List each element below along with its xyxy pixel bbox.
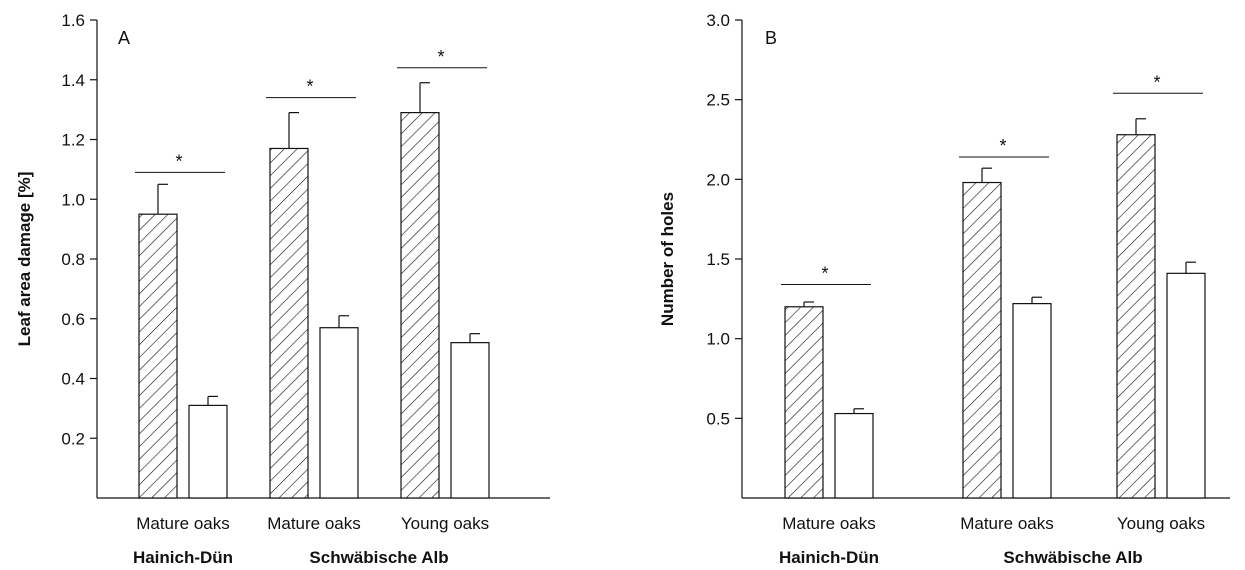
y-tick-label: 1.4	[61, 71, 85, 90]
y-tick-label: 1.0	[706, 330, 730, 349]
significance-star: *	[821, 263, 828, 283]
y-tick-label: 0.6	[61, 310, 85, 329]
bar-white	[188, 404, 228, 499]
group-label: Schwäbische Alb	[309, 548, 448, 567]
bar-hatched	[1116, 134, 1156, 499]
bar-hatched	[784, 306, 824, 499]
panel-label: A	[118, 28, 130, 48]
y-tick-label: 1.6	[61, 11, 85, 30]
x-category-label: Mature oaks	[782, 514, 876, 533]
y-tick-label: 0.2	[61, 429, 85, 448]
y-tick-label: 3.0	[706, 11, 730, 30]
y-tick-label: 0.4	[61, 370, 85, 389]
bar-white	[450, 342, 490, 499]
y-tick-label: 1.0	[61, 190, 85, 209]
y-tick-label: 0.8	[61, 250, 85, 269]
bar-hatched	[269, 147, 309, 499]
significance-star: *	[175, 151, 182, 171]
bar-hatched	[962, 181, 1002, 499]
group-label: Hainich-Dün	[779, 548, 879, 567]
x-category-label: Mature oaks	[136, 514, 230, 533]
panel-a: A Leaf area damage [%] Mature oaks Matur…	[15, 11, 550, 567]
x-category-label: Young oaks	[1117, 514, 1205, 533]
y-tick-label: 1.2	[61, 131, 85, 150]
y-tick-label: 2.5	[706, 91, 730, 110]
x-category-label: Young oaks	[401, 514, 489, 533]
y-tick-label: 0.5	[706, 409, 730, 428]
significance-star: *	[999, 136, 1006, 156]
x-category-label: Mature oaks	[960, 514, 1054, 533]
panel-b: B Number of holes Mature oaks Mature oak…	[658, 11, 1230, 567]
bar-white	[834, 412, 874, 499]
group-label: Schwäbische Alb	[1003, 548, 1142, 567]
bar-hatched	[400, 112, 440, 499]
bar-white	[319, 327, 359, 499]
significance-star: *	[306, 77, 313, 97]
y-axis-label: Leaf area damage [%]	[15, 172, 34, 347]
bar-hatched	[138, 213, 178, 499]
y-tick-label: 2.0	[706, 170, 730, 189]
significance-star: *	[1153, 72, 1160, 92]
panel-label: B	[765, 28, 777, 48]
y-tick-label: 1.5	[706, 250, 730, 269]
significance-star: *	[437, 47, 444, 67]
group-label: Hainich-Dün	[133, 548, 233, 567]
x-category-label: Mature oaks	[267, 514, 361, 533]
bar-white	[1166, 272, 1206, 499]
y-axis-label: Number of holes	[658, 192, 677, 326]
bar-white	[1012, 303, 1052, 499]
